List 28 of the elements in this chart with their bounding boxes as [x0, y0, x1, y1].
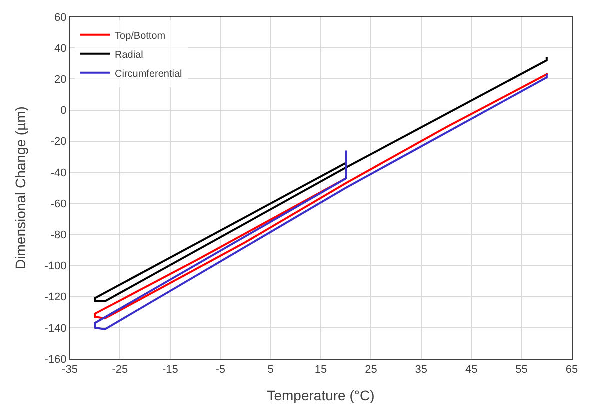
- y-tick-label: -40: [50, 167, 67, 180]
- x-tick-label: 25: [365, 364, 378, 376]
- x-axis-title: Temperature (°C): [267, 388, 375, 404]
- y-tick-label: 0: [60, 105, 67, 118]
- y-tick-label: 40: [54, 42, 67, 55]
- y-tick-label: -60: [50, 198, 67, 210]
- x-tick-label: -25: [112, 364, 128, 376]
- x-tick-label: 65: [566, 364, 578, 376]
- y-tick-label: -80: [50, 229, 67, 242]
- legend-label: Radial: [115, 50, 144, 61]
- x-tick-label: -35: [62, 364, 78, 376]
- y-tick-label: -120: [44, 292, 67, 304]
- x-tick-label: -5: [216, 364, 226, 376]
- legend-label: Circumferential: [115, 68, 182, 80]
- x-tick-label: 45: [465, 364, 478, 376]
- x-tick-label: 15: [314, 364, 328, 376]
- x-tick-label: 55: [516, 364, 528, 376]
- y-tick-label: 60: [54, 12, 67, 24]
- y-tick-label: 20: [54, 74, 67, 86]
- y-tick-label: -100: [44, 260, 67, 273]
- x-tick-label: 35: [415, 364, 428, 376]
- x-tick-label: 5: [268, 364, 274, 376]
- y-axis-title: Dimensional Change (µm): [12, 106, 28, 270]
- x-tick-label: -15: [162, 364, 178, 376]
- y-tick-label: -140: [44, 322, 67, 335]
- y-tick-label: -20: [50, 136, 67, 148]
- legend-label: Top/Bottom: [115, 30, 166, 42]
- y-tick-label: -160: [44, 354, 67, 366]
